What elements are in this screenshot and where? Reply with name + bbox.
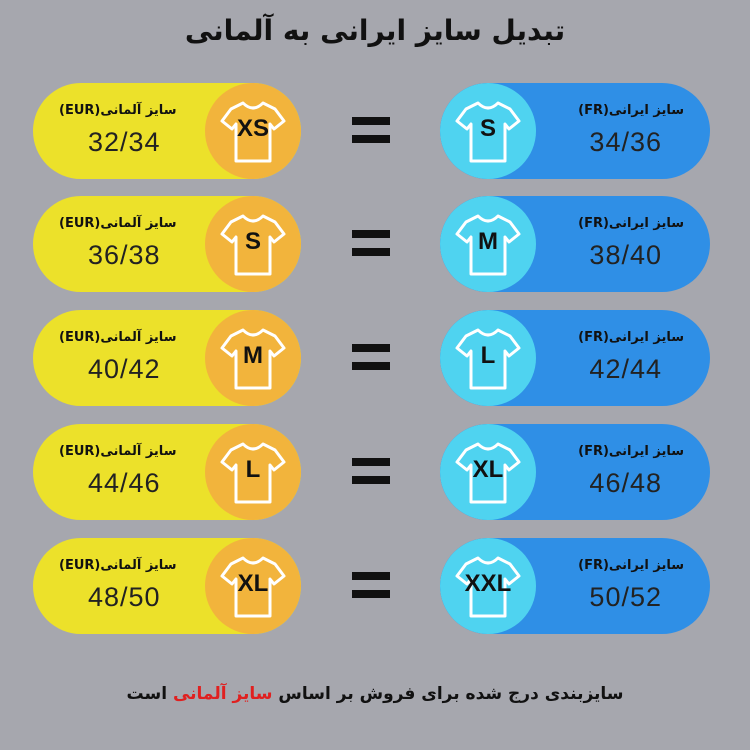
tshirt-icon xyxy=(455,101,521,163)
equals-icon xyxy=(352,568,392,604)
size-row: سایز آلمانی(EUR) 48/50 XL XXL سایز ایران… xyxy=(0,538,750,634)
equals-icon xyxy=(352,340,392,376)
german-size-card: سایز آلمانی(EUR) 32/34 XS xyxy=(33,83,301,179)
tshirt-icon xyxy=(455,556,521,618)
german-size-card: سایز آلمانی(EUR) 44/46 L xyxy=(33,424,301,520)
equals-icon xyxy=(352,454,392,490)
iranian-size-label: سایز ایرانی(FR) xyxy=(578,103,684,118)
iranian-size-badge: M xyxy=(440,196,536,292)
german-size-value: 32/34 xyxy=(88,127,161,157)
iranian-size-card: L سایز ایرانی(FR) 42/44 xyxy=(440,310,710,406)
german-size-card: سایز آلمانی(EUR) 48/50 XL xyxy=(33,538,301,634)
footer-text-end: است xyxy=(126,684,173,704)
german-size-value: 36/38 xyxy=(88,240,161,270)
iranian-size-label: سایز ایرانی(FR) xyxy=(578,444,684,459)
german-size-letter: XS xyxy=(236,115,269,142)
german-size-card: سایز آلمانی(EUR) 40/42 M xyxy=(33,310,301,406)
german-size-badge: XL xyxy=(205,538,301,634)
size-row: سایز آلمانی(EUR) 44/46 L XL سایز ایرانی(… xyxy=(0,424,750,520)
german-size-badge: S xyxy=(205,196,301,292)
iranian-size-label: سایز ایرانی(FR) xyxy=(578,558,684,573)
german-size-badge: XS xyxy=(205,83,301,179)
iranian-size-value: 34/36 xyxy=(589,127,662,157)
page-title: تبدیل سایز ایرانی به آلمانی xyxy=(184,14,566,47)
german-size-label: سایز آلمانی(EUR) xyxy=(59,444,177,459)
iranian-size-letter: XXL xyxy=(464,570,512,597)
german-size-letter: XL xyxy=(237,570,269,597)
size-row: سایز آلمانی(EUR) 40/42 M L سایز ایرانی(F… xyxy=(0,310,750,406)
german-size-label: سایز آلمانی(EUR) xyxy=(59,558,177,573)
footer-text: سایزبندی درج شده برای فروش بر اساس xyxy=(272,684,624,704)
german-size-card: سایز آلمانی(EUR) 36/38 S xyxy=(33,196,301,292)
german-size-label: سایز آلمانی(EUR) xyxy=(59,330,177,345)
iranian-size-card: M سایز ایرانی(FR) 38/40 xyxy=(440,196,710,292)
iranian-size-letter: S xyxy=(479,115,496,142)
tshirt-icon xyxy=(220,556,286,618)
german-size-label: سایز آلمانی(EUR) xyxy=(59,103,177,118)
iranian-size-value: 42/44 xyxy=(589,354,662,384)
german-size-value: 44/46 xyxy=(88,468,161,498)
german-size-label: سایز آلمانی(EUR) xyxy=(59,216,177,231)
iranian-size-card: XXL سایز ایرانی(FR) 50/52 xyxy=(440,538,710,634)
equals-icon xyxy=(352,113,392,149)
size-row: سایز آلمانی(EUR) 36/38 S M سایز ایرانی(F… xyxy=(0,196,750,292)
german-size-badge: L xyxy=(205,424,301,520)
iranian-size-badge: S xyxy=(440,83,536,179)
iranian-size-badge: L xyxy=(440,310,536,406)
iranian-size-badge: XL xyxy=(440,424,536,520)
tshirt-icon xyxy=(455,442,521,504)
tshirt-icon xyxy=(220,214,286,276)
footer-highlight: سایز آلمانی xyxy=(172,684,273,704)
german-size-letter: S xyxy=(244,228,261,255)
german-size-badge: M xyxy=(205,310,301,406)
iranian-size-label: سایز ایرانی(FR) xyxy=(578,330,684,345)
iranian-size-card: S سایز ایرانی(FR) 34/36 xyxy=(440,83,710,179)
german-size-letter: L xyxy=(245,456,261,483)
iranian-size-card: XL سایز ایرانی(FR) 46/48 xyxy=(440,424,710,520)
iranian-size-value: 46/48 xyxy=(589,468,662,498)
iranian-size-value: 50/52 xyxy=(589,582,662,612)
german-size-letter: M xyxy=(243,342,263,369)
tshirt-icon xyxy=(455,214,521,276)
tshirt-icon xyxy=(220,442,286,504)
iranian-size-label: سایز ایرانی(FR) xyxy=(578,216,684,231)
footer-note: سایزبندی درج شده برای فروش بر اساس سایز … xyxy=(0,684,750,704)
tshirt-icon xyxy=(220,101,286,163)
tshirt-icon xyxy=(455,328,521,390)
iranian-size-value: 38/40 xyxy=(589,240,662,270)
iranian-size-letter: L xyxy=(480,342,496,369)
tshirt-icon xyxy=(220,328,286,390)
equals-icon xyxy=(352,226,392,262)
iranian-size-letter: XL xyxy=(472,456,504,483)
german-size-value: 48/50 xyxy=(88,582,161,612)
german-size-value: 40/42 xyxy=(88,354,161,384)
size-row: سایز آلمانی(EUR) 32/34 XS S سایز ایرانی(… xyxy=(0,83,750,179)
iranian-size-badge: XXL xyxy=(440,538,536,634)
iranian-size-letter: M xyxy=(478,228,498,255)
